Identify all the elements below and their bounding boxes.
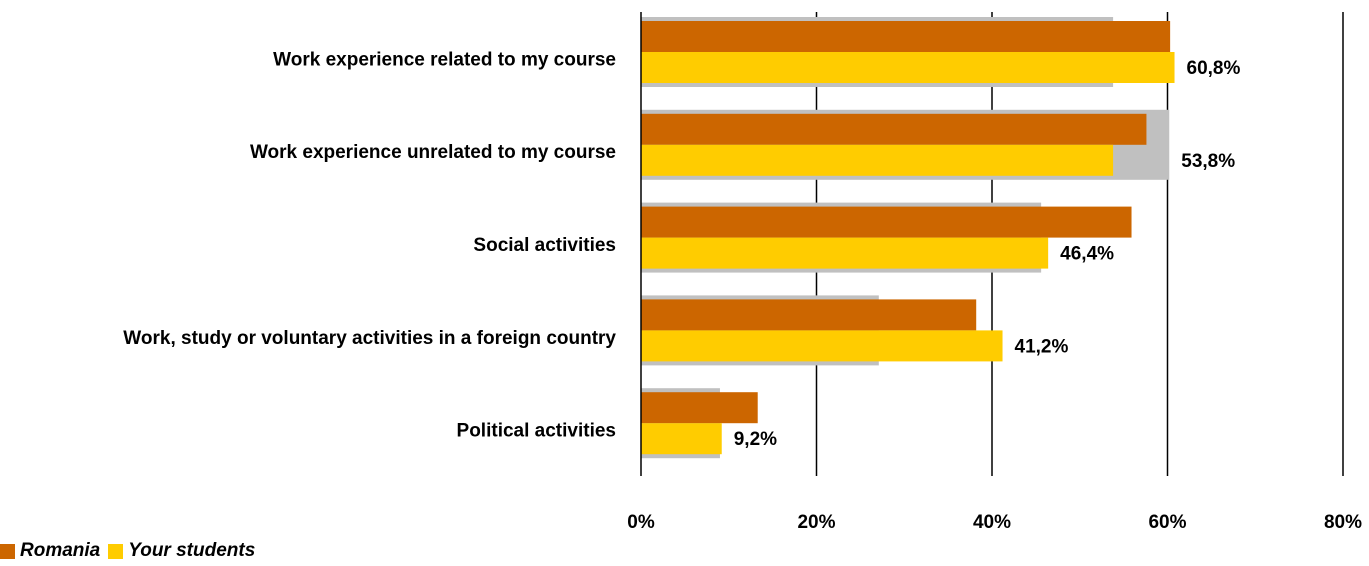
category-label: Social activities	[473, 235, 616, 256]
legend-label-romania: Romania	[20, 540, 101, 561]
legend-item-your-students: Your students	[108, 540, 255, 562]
bar-romania	[641, 113, 1147, 145]
data-label: 46,4%	[1060, 244, 1114, 265]
bar-your-students	[641, 330, 1003, 362]
bar-your-students	[641, 52, 1175, 83]
legend-swatch-romania	[0, 543, 15, 559]
bar-your-students	[641, 144, 1114, 176]
legend-label-your-students: Your students	[128, 540, 256, 561]
bar-romania	[641, 21, 1171, 52]
x-tick-label: 40%	[973, 512, 1011, 533]
bar-your-students	[641, 423, 722, 455]
legend-swatch-your-students	[108, 543, 124, 559]
category-label: Work experience related to my course	[273, 49, 616, 70]
bars	[641, 17, 1175, 459]
bar-your-students	[641, 237, 1049, 269]
bar-romania	[641, 392, 758, 424]
legend-item-romania: Romania	[0, 540, 100, 562]
data-label: 41,2%	[1015, 336, 1069, 357]
bar-romania	[641, 206, 1132, 238]
legend: Romania Your students	[0, 540, 263, 562]
bar-romania	[641, 299, 977, 331]
x-tick-label: 60%	[1148, 512, 1186, 533]
x-tick-label: 20%	[797, 512, 835, 533]
data-label: 9,2%	[734, 429, 777, 450]
category-label: Political activities	[457, 421, 616, 442]
x-tick-label: 80%	[1324, 512, 1362, 533]
data-label: 60,8%	[1187, 58, 1241, 79]
category-label: Work, study or voluntary activities in a…	[123, 328, 616, 349]
x-tick-label: 0%	[627, 512, 655, 533]
tick-labels: 0% 20% 40% 60% 80%	[627, 512, 1362, 533]
category-label: Work experience unrelated to my course	[250, 142, 616, 163]
category-labels: Work experience related to my course Work…	[123, 49, 616, 441]
data-label: 53,8%	[1181, 151, 1235, 172]
data-labels: 60,8% 53,8% 46,4% 41,2% 9,2%	[734, 58, 1241, 450]
